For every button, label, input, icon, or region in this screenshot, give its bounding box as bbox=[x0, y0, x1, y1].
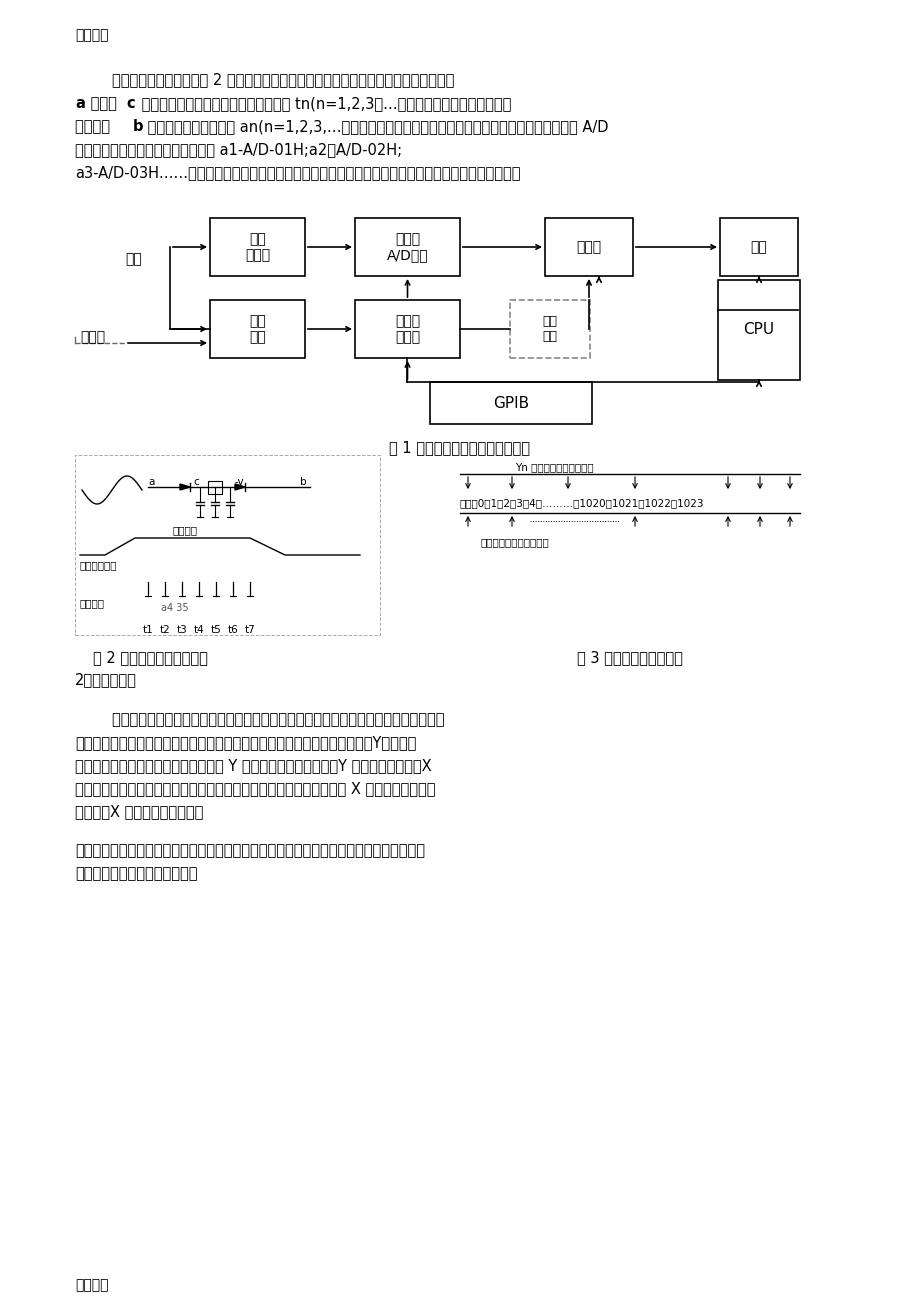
Text: t2: t2 bbox=[160, 625, 170, 635]
Text: t6: t6 bbox=[227, 625, 238, 635]
Text: 显示、插值显示、流动显示等。: 显示、插值显示、流动显示等。 bbox=[75, 866, 198, 881]
Bar bbox=[355, 300, 460, 358]
Text: Yn 数然工存入奇数单元）: Yn 数然工存入奇数单元） bbox=[515, 463, 593, 472]
Text: 即样脉冲: 即样脉冲 bbox=[80, 598, 105, 609]
Text: a3-A/D-03H……。如果把这些数字量按序存放在存储器中就相当于把一幅模拟波形以数字量存储起来。: a3-A/D-03H……。如果把这些数字量按序存放在存储器中就相当于把一幅模拟波… bbox=[75, 165, 520, 180]
Bar bbox=[429, 382, 591, 423]
Text: t7: t7 bbox=[244, 625, 255, 635]
Text: 2．波形的显示: 2．波形的显示 bbox=[75, 672, 137, 687]
Polygon shape bbox=[180, 483, 190, 490]
Text: t4: t4 bbox=[193, 625, 204, 635]
Text: 数字存储示波器必须把上面存储器中的波形显示出来以便用户进行观察、处理和测量。: 数字存储示波器必须把上面存储器中的波形显示出来以便用户进行观察、处理和测量。 bbox=[75, 711, 444, 727]
Text: 转换，就可以得到相应的数字量，如 a1-A/D-01H;a2－A/D-02H;: 转换，就可以得到相应的数字量，如 a1-A/D-01H;a2－A/D-02H; bbox=[75, 142, 402, 156]
Text: a: a bbox=[148, 477, 154, 487]
Text: 标值决定于数字信号值的大小、示波器 Y 方向电压灵敏度设定值、Y 方向整体偏移量，X: 标值决定于数字信号值的大小、示波器 Y 方向电压灵敏度设定值、Y 方向整体偏移量… bbox=[75, 758, 431, 773]
Bar bbox=[720, 218, 797, 276]
Text: 外触发: 外触发 bbox=[80, 330, 105, 344]
Text: 触发
电路: 触发 电路 bbox=[249, 314, 266, 344]
Text: 逻辑控
制电路: 逻辑控 制电路 bbox=[394, 314, 420, 344]
Text: 点加入等间隔的取样脉冲，则对应时间 tn(n=1,2,3，…），取样脉冲打开取样门的一: 点加入等间隔的取样脉冲，则对应时间 tn(n=1,2,3，…），取样脉冲打开取样… bbox=[137, 96, 511, 111]
Text: 地址：0，1，2，3，4，………，1020，1021，1022，1023: 地址：0，1，2，3，4，………，1020，1021，1022，1023 bbox=[460, 498, 704, 508]
Bar bbox=[210, 300, 305, 358]
Bar bbox=[355, 218, 460, 276]
Text: 点就得到相应的模拟量 an(n=1,2,3,…），这个模拟量就是离散化了的模拟量，把每一个模拟量进行 A/D: 点就得到相应的模拟量 an(n=1,2,3,…），这个模拟量就是离散化了的模拟量… bbox=[142, 119, 607, 134]
Bar bbox=[509, 300, 589, 358]
Text: 显示: 显示 bbox=[750, 240, 766, 254]
Text: b: b bbox=[300, 477, 306, 487]
Text: GPIB: GPIB bbox=[493, 396, 528, 410]
Text: 为了适应对不同波形的观测、智能化的数字存储器有多种灵活的显示方式：存储显示、双踪: 为了适应对不同波形的观测、智能化的数字存储器有多种灵活的显示方式：存储显示、双踪 bbox=[75, 843, 425, 857]
Text: CPU: CPU bbox=[743, 323, 774, 337]
Text: 取样与
A/D转换: 取样与 A/D转换 bbox=[386, 232, 428, 262]
Text: t5: t5 bbox=[210, 625, 221, 635]
Text: 输入: 输入 bbox=[125, 251, 142, 266]
Text: 取样脉冲: 取样脉冲 bbox=[173, 525, 198, 536]
Text: 也数据（存入保数单元）: 也数据（存入保数单元） bbox=[480, 537, 549, 547]
Text: 图 3 双踪显示的存储方式: 图 3 双踪显示的存储方式 bbox=[576, 650, 682, 665]
Text: 精品文档: 精品文档 bbox=[75, 27, 108, 42]
Text: t3: t3 bbox=[176, 625, 187, 635]
Text: 设定值、X 方向的整体偏移量。: 设定值、X 方向的整体偏移量。 bbox=[75, 804, 203, 820]
Text: a: a bbox=[75, 96, 85, 111]
Text: b: b bbox=[133, 119, 143, 134]
Text: 控制
地址: 控制 地址 bbox=[542, 315, 557, 343]
Text: 连续模拟波形: 连续模拟波形 bbox=[80, 560, 118, 569]
Bar bbox=[75, 455, 380, 635]
Text: 放大
与衰减: 放大 与衰减 bbox=[244, 232, 270, 262]
Text: 连续信号离散化通过如图 2 所示的取样方法完成，把模拟波形送到加有反偏的取样门的: 连续信号离散化通过如图 2 所示的取样方法完成，把模拟波形送到加有反偏的取样门的 bbox=[75, 72, 454, 87]
Text: 点，在: 点，在 bbox=[85, 96, 121, 111]
Text: c: c bbox=[126, 96, 134, 111]
Text: a4 35: a4 35 bbox=[161, 603, 188, 612]
Text: 存储器中每个单元存储了一个抽样点的信息，在显示屏上显示为一个点，该点Y方向的坐: 存储器中每个单元存储了一个抽样点的信息，在显示屏上显示为一个点，该点Y方向的坐 bbox=[75, 735, 416, 751]
Bar bbox=[544, 218, 632, 276]
Bar bbox=[717, 280, 800, 380]
Text: 图 1 典型数字存储示波器原理框图: 图 1 典型数字存储示波器原理框图 bbox=[389, 440, 530, 455]
Text: 存储器: 存储器 bbox=[576, 240, 601, 254]
Bar bbox=[208, 481, 221, 494]
Text: 瞬间，在: 瞬间，在 bbox=[75, 119, 115, 134]
Text: 图 2 连续模拟波形的离散化: 图 2 连续模拟波形的离散化 bbox=[93, 650, 207, 665]
Polygon shape bbox=[234, 483, 244, 490]
Text: -v: -v bbox=[234, 477, 244, 487]
Text: 精品文档: 精品文档 bbox=[75, 1278, 108, 1293]
Text: 方向的坐标值决定于数字信号值在存储器中的位置（即地址）、示波器 X 方向电压灵敏度的: 方向的坐标值决定于数字信号值在存储器中的位置（即地址）、示波器 X 方向电压灵敏… bbox=[75, 780, 435, 796]
Text: c: c bbox=[193, 477, 199, 487]
Text: t1: t1 bbox=[142, 625, 153, 635]
Bar bbox=[210, 218, 305, 276]
